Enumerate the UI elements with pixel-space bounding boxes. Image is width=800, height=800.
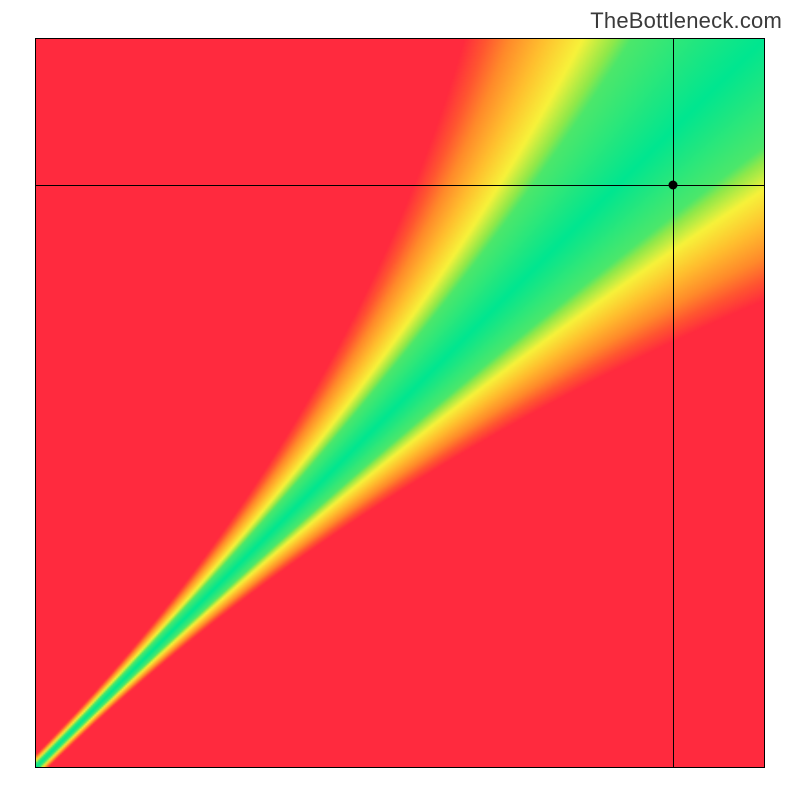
watermark-text: TheBottleneck.com	[590, 8, 782, 34]
plot-frame	[35, 38, 765, 768]
bottleneck-heatmap	[36, 39, 764, 767]
crosshair-horizontal	[36, 185, 764, 186]
crosshair-vertical	[673, 39, 674, 767]
marker-point	[669, 180, 678, 189]
chart-container: TheBottleneck.com	[0, 0, 800, 800]
plot-inner	[36, 39, 764, 767]
